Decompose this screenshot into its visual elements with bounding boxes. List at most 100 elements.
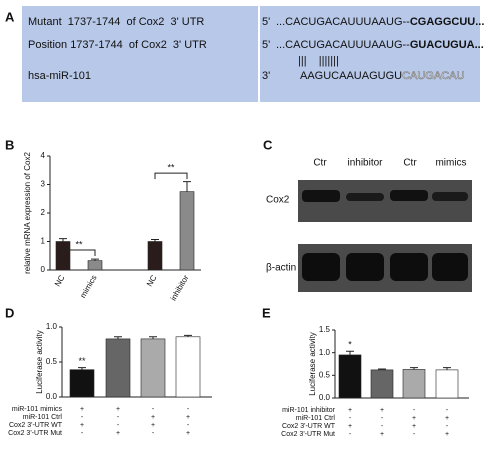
band: [302, 190, 340, 202]
band: [432, 192, 468, 201]
bar: [69, 369, 95, 398]
y-axis-label: Luciferase activity: [35, 330, 44, 394]
condition-sign: -: [349, 431, 352, 438]
significance: *: [348, 340, 352, 350]
sequence-part: ...CACUGACAUUUAAUG--: [276, 16, 410, 28]
y-tick-label: 0.0: [319, 393, 331, 402]
error-bar: [378, 368, 386, 370]
condition-sign: +: [445, 415, 449, 422]
sequence: ...CACUGACAUUUAAUG--CGAGGCUU...: [276, 16, 484, 28]
condition-sign: -: [349, 415, 352, 422]
y-tick-label: 0.0: [46, 392, 58, 401]
condition-sign: +: [186, 430, 190, 437]
error-bar: [183, 181, 191, 192]
condition-sign: -: [413, 407, 416, 414]
sequence-part: ...CACUGACAUUUAAUG--: [276, 39, 410, 51]
bar: [147, 241, 163, 271]
error-bar: [151, 239, 159, 242]
error-bar: [410, 367, 418, 370]
condition-sign: -: [381, 415, 384, 422]
strand-end: 5': [262, 16, 270, 28]
condition-sign: +: [348, 407, 352, 414]
band: [390, 190, 428, 201]
blot-label: Cox2: [266, 195, 290, 206]
site: CGAGGCUU...: [410, 16, 485, 28]
error-bar: [78, 367, 86, 370]
condition-sign: +: [348, 423, 352, 430]
y-tick-label: 0: [41, 265, 46, 274]
x-tick-label: NC: [53, 273, 67, 288]
pairing: ||| |||||||: [298, 55, 339, 67]
panel-label: C: [263, 137, 273, 152]
y-tick-label: 1.0: [319, 348, 331, 357]
significance: **: [78, 356, 86, 366]
strand-end: 5': [262, 39, 270, 51]
row-label: Position 1737-1744 of Cox2 3' UTR: [28, 39, 207, 51]
band: [346, 193, 384, 201]
condition-sign: -: [81, 430, 84, 437]
row-label: hsa-miR-101: [28, 70, 91, 82]
condition-label: miR-101 mimics: [12, 406, 63, 413]
condition-sign: +: [412, 415, 416, 422]
significance-bracket: [154, 172, 188, 180]
condition-sign: -: [187, 406, 190, 413]
condition-sign: +: [80, 406, 84, 413]
condition-sign: +: [116, 406, 120, 413]
significance-bracket: [62, 249, 96, 257]
band: [302, 253, 340, 281]
condition-label: Cox2 3'-UTR Mut: [281, 431, 335, 438]
bar: [140, 338, 166, 398]
y-tick-label: 1: [41, 237, 46, 246]
error-bar: [91, 258, 99, 261]
lane-label: Ctr: [313, 158, 327, 169]
bar: [402, 369, 426, 399]
panel-label: B: [5, 137, 14, 152]
condition-sign: +: [380, 431, 384, 438]
band: [346, 253, 384, 281]
error-bar: [443, 367, 451, 370]
condition-sign: -: [187, 422, 190, 429]
condition-label: miR-101 Ctrl: [296, 415, 336, 422]
band: [390, 253, 428, 281]
y-axis-label: Luciferase activity: [308, 332, 317, 396]
condition-label: Cox2 3'-UTR WT: [282, 423, 336, 430]
row-label: Mutant 1737-1744 of Cox2 3' UTR: [28, 16, 204, 28]
condition-sign: -: [117, 422, 120, 429]
y-tick-label: 2: [41, 208, 46, 217]
condition-sign: -: [81, 414, 84, 421]
lane-label: inhibitor: [347, 158, 383, 169]
condition-sign: +: [151, 414, 155, 421]
lane-label: mimics: [435, 158, 466, 169]
bar: [370, 369, 394, 399]
condition-sign: +: [186, 414, 190, 421]
y-tick-label: 3: [41, 180, 46, 189]
error-bar: [184, 334, 192, 337]
condition-label: Cox2 3'-UTR WT: [9, 422, 63, 429]
condition-sign: -: [446, 423, 449, 430]
y-tick-label: 0.5: [46, 357, 58, 366]
condition-sign: +: [151, 422, 155, 429]
x-tick-label: NC: [145, 273, 159, 288]
condition-label: miR-101 inhibitor: [282, 407, 336, 414]
site: CAUGACAU: [402, 70, 464, 82]
condition-sign: +: [445, 431, 449, 438]
sequence: AAGUCAAUAGUGUCAUGACAU: [300, 70, 464, 82]
x-tick-label: mimics: [78, 274, 98, 300]
bands: [302, 190, 468, 281]
significance: **: [167, 162, 175, 172]
error-bar: [149, 336, 157, 339]
strand-end: 3': [262, 70, 270, 82]
bar: [338, 354, 362, 399]
condition-sign: -: [446, 407, 449, 414]
bar: [105, 338, 131, 398]
condition-sign: -: [381, 423, 384, 430]
blot-label: β-actin: [266, 263, 296, 274]
error-bar: [114, 336, 122, 339]
condition-sign: +: [80, 422, 84, 429]
condition-sign: +: [380, 407, 384, 414]
bar: [179, 191, 195, 271]
sequence-part: AAGUCAAUAGUGU: [300, 70, 402, 82]
panel-a-background: [22, 6, 480, 102]
significance: **: [75, 239, 83, 249]
